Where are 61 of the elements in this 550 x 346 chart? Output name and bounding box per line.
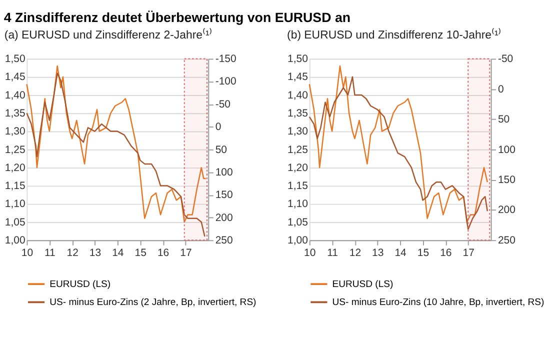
y2-tick-label: 200 [498, 204, 516, 216]
y2-tick-label: 250 [215, 234, 233, 246]
y-tick-label: 1,45 [4, 71, 26, 84]
y2-tick-label: 0 [498, 83, 504, 96]
chart-subtitle: (a) EURUSD und Zinsdifferenz 2-Jahre⁽¹⁾ [4, 28, 212, 42]
y2-tick-label: 250 [498, 234, 516, 246]
y-tick-label: 1,50 [288, 53, 308, 66]
x-tick-label: 10 [304, 246, 316, 259]
y-tick-label: 1,05 [288, 216, 308, 228]
x-tick-label: 16 [157, 246, 170, 259]
y-tick-label: 1,15 [288, 180, 308, 192]
y-tick-label: 1,40 [4, 89, 26, 102]
x-tick-label: 17 [180, 246, 192, 259]
y-tick-label: 1,25 [288, 144, 308, 156]
y2-tick-label: 100 [215, 166, 233, 178]
x-tick-label: 11 [44, 246, 56, 259]
y2-tick-label: 50 [498, 114, 510, 126]
chart-title: 4 Zinsdifferenz deutet Überbewertung von EURUSD an [4, 10, 351, 25]
y2-tick-label: 150 [498, 174, 516, 186]
y-tick-label: 1,20 [4, 162, 26, 174]
y-tick-label: 1,20 [288, 162, 308, 174]
x-tick-label: 10 [21, 246, 34, 259]
x-tick-label: 16 [440, 246, 452, 259]
y2-tick-label: -50 [215, 98, 231, 110]
y-tick-label: 1,00 [288, 234, 308, 246]
legend-label: EURUSD (LS) [50, 278, 111, 290]
legend-label: EURUSD (LS) [332, 278, 394, 290]
x-tick-label: 13 [89, 246, 102, 259]
y-tick-label: 1,25 [4, 144, 26, 156]
x-tick-label: 14 [112, 246, 124, 259]
y-tick-label: 1,40 [288, 89, 308, 102]
y-tick-label: 1,05 [4, 216, 26, 228]
chart-subtitle: (b) EURUSD und Zinsdifferenz 10-Jahre⁽¹⁾ [287, 28, 502, 42]
y2-tick-label: 0 [215, 121, 222, 134]
y2-tick-label: -50 [498, 53, 514, 66]
y2-tick-label: -150 [215, 53, 236, 66]
x-tick-label: 12 [66, 246, 79, 259]
y-tick-label: 1,10 [4, 198, 26, 210]
y-tick-label: 1,30 [4, 126, 26, 138]
x-tick-label: 15 [417, 246, 430, 259]
x-tick-label: 11 [327, 246, 338, 259]
y2-tick-label: 150 [215, 189, 233, 202]
y-tick-label: 1,50 [4, 53, 26, 66]
y2-tick-label: 50 [215, 144, 228, 156]
y-tick-label: 1,35 [4, 107, 26, 120]
y2-tick-label: -100 [215, 76, 236, 88]
y-tick-label: 1,35 [288, 107, 308, 120]
x-tick-label: 13 [372, 246, 384, 259]
x-tick-label: 17 [462, 246, 475, 259]
y-tick-label: 1,45 [288, 71, 308, 84]
x-tick-label: 14 [394, 246, 407, 259]
x-tick-label: 15 [134, 246, 147, 259]
y2-tick-label: 100 [498, 144, 516, 156]
y-tick-label: 1,30 [288, 126, 308, 138]
y-tick-label: 1,00 [4, 234, 26, 246]
x-tick-label: 12 [349, 246, 362, 259]
legend-label: US- minus Euro-Zins (10 Jahre, Bp, invertiert, RS) [332, 297, 544, 308]
legend-label: US- minus Euro-Zins (2 Jahre, Bp, invertiert, RS) [50, 297, 256, 308]
y-tick-label: 1,15 [4, 180, 26, 192]
y2-tick-label: 200 [215, 212, 233, 224]
y-tick-label: 1,10 [288, 198, 308, 210]
